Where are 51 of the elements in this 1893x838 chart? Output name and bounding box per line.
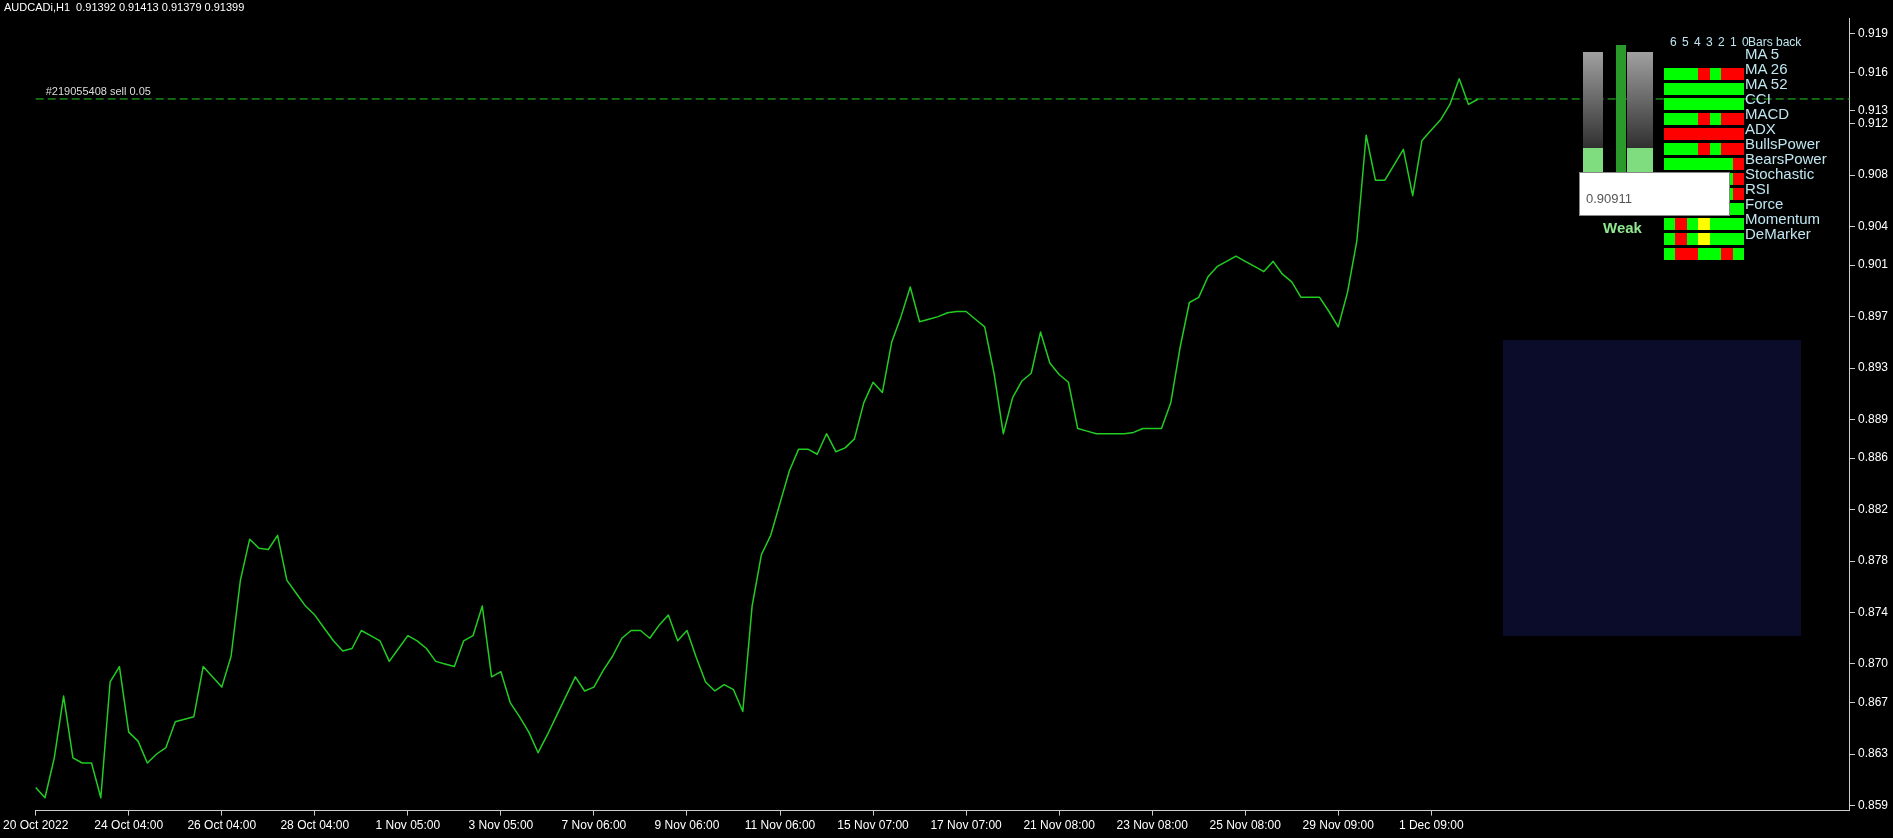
annotation: MA 52 <box>1745 75 1788 92</box>
annotation: DeMarker <box>1745 225 1811 242</box>
x-tick-label: 3 Nov 05:00 <box>468 818 534 833</box>
annotation: Momentum <box>1745 210 1821 227</box>
x-tick-label: 9 Nov 06:00 <box>654 818 720 833</box>
chart-title: AUDCADi,H1 0.91392 0.91413 0.91379 0.91399 <box>4 0 245 13</box>
annotation: BullsPower <box>1745 135 1821 152</box>
y-tick-label: 0.863 <box>1857 746 1889 761</box>
annotation: Stochastic <box>1745 165 1815 182</box>
x-tick-label: 25 Nov 08:00 <box>1209 818 1282 833</box>
annotation: MA 26 <box>1745 60 1788 77</box>
y-tick-label: 0.886 <box>1857 450 1889 465</box>
y-tick-label: 0.889 <box>1857 411 1889 426</box>
x-tick-label: 23 Nov 08:00 <box>1116 818 1189 833</box>
y-tick-label: 0.893 <box>1857 360 1889 375</box>
y-tick-label: 0.878 <box>1857 553 1889 568</box>
tooltip-box: 0.90911 <box>1579 172 1730 216</box>
x-tick-label: 11 Nov 06:00 <box>744 818 816 833</box>
x-tick-label: 20 Oct 2022 <box>2 818 69 833</box>
annotation: Weak <box>1603 219 1642 236</box>
x-tick-label: 24 Oct 04:00 <box>94 818 164 833</box>
x-tick-label: 1 Nov 05:00 <box>375 818 441 833</box>
annotation: CCI <box>1745 90 1771 107</box>
x-tick-label: 7 Nov 06:00 <box>561 818 627 833</box>
y-tick-label: 0.882 <box>1857 501 1889 516</box>
y-tick-label: 0.912 <box>1857 115 1889 130</box>
y-tick-label: 0.904 <box>1857 218 1889 233</box>
x-tick-label: 1 Dec 09:00 <box>1398 818 1464 833</box>
y-tick-label: 0.913 <box>1857 103 1889 118</box>
annotation: 0.90911 <box>1586 191 1633 206</box>
y-tick-label: 0.867 <box>1857 694 1889 709</box>
y-tick-label: 0.874 <box>1857 604 1889 619</box>
x-tick-label: 29 Nov 09:00 <box>1302 818 1375 833</box>
annotation: RSI <box>1745 180 1771 197</box>
annotation: MACD <box>1745 105 1790 122</box>
y-tick-label: 0.919 <box>1857 25 1889 40</box>
y-tick-label: 0.916 <box>1857 64 1889 79</box>
annotation: ADX <box>1745 120 1776 137</box>
x-tick-label: 26 Oct 04:00 <box>187 818 257 833</box>
x-tick-label: 17 Nov 07:00 <box>930 818 1003 833</box>
x-tick-label: 21 Nov 08:00 <box>1023 818 1096 833</box>
y-tick-label: 0.870 <box>1857 656 1889 671</box>
y-tick-label: 0.908 <box>1857 167 1889 182</box>
x-tick-label: 28 Oct 04:00 <box>280 818 350 833</box>
y-tick-label: 0.901 <box>1857 257 1889 272</box>
annotation: Force <box>1745 195 1784 212</box>
y-tick-label: 0.859 <box>1857 797 1889 812</box>
y-tick-label: 0.897 <box>1857 308 1889 323</box>
ref-line-label: #219055408 sell 0.05 <box>45 84 151 97</box>
x-tick-label: 15 Nov 07:00 <box>837 818 910 833</box>
annotation: BearsPower <box>1745 150 1827 167</box>
